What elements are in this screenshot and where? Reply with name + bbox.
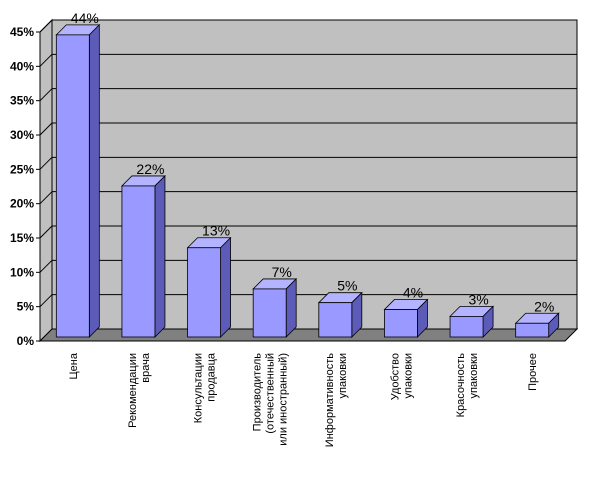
x-tick-label: Информативность — [324, 353, 336, 447]
x-label-group: Рекомендации врача — [127, 352, 152, 428]
y-tick-label: 25% — [10, 162, 34, 176]
bar — [252, 288, 287, 338]
bar — [515, 322, 550, 338]
x-tick-label: упаковки — [402, 353, 414, 398]
y-tick-label: 40% — [10, 59, 34, 73]
x-label-group: Производитель (отечественный или иностранн… — [252, 353, 290, 446]
x-label-group: Удобство упаковки — [389, 353, 414, 400]
bar-side — [154, 174, 166, 338]
bar — [121, 185, 156, 338]
data-label: 44% — [71, 10, 99, 26]
gridline-depth — [39, 259, 53, 273]
gridline-depth — [39, 53, 53, 67]
gridline-depth — [39, 191, 53, 205]
x-tick-label: Прочее — [527, 353, 539, 391]
bars — [55, 23, 560, 338]
y-tick-label: 5% — [17, 300, 35, 314]
x-label-group: Прочее — [527, 353, 539, 391]
gridline-depth — [39, 156, 53, 170]
x-tick-label: Красочность — [455, 353, 467, 418]
bar-side — [220, 236, 231, 338]
bar — [384, 309, 418, 338]
floor — [38, 328, 579, 342]
y-tick-label: 20% — [10, 197, 34, 211]
x-axis-labels: Цена Рекомендации врача Консультации продавц… — [68, 352, 539, 447]
y-axis-ticks: 0% 5% 10% 15% 20% 25% 30% 35% 40% 45% — [10, 25, 565, 348]
gridline-depth — [39, 122, 53, 136]
gridline-depth — [39, 294, 53, 308]
bar — [318, 302, 353, 338]
bar — [449, 315, 484, 338]
x-tick-label: врача — [140, 352, 152, 383]
chart-walls — [38, 18, 579, 343]
x-tick-label: упаковки — [337, 353, 349, 398]
bar-side — [88, 23, 100, 338]
gridline-depth — [39, 19, 53, 33]
x-label-group: Консультации продавца — [193, 352, 218, 423]
data-label: 13% — [202, 223, 230, 239]
gridline-depth — [39, 88, 53, 102]
data-label: 4% — [403, 285, 423, 301]
x-tick-label: или иностранный) — [278, 353, 290, 446]
data-label: 22% — [136, 161, 164, 177]
x-label-group: Информативность упаковки — [324, 353, 349, 447]
y-tick-label: 10% — [10, 265, 34, 279]
y-tick-label: 35% — [10, 94, 34, 108]
x-tick-label: Консультации — [193, 353, 205, 423]
x-tick-label: продавца — [206, 352, 218, 402]
x-tick-label: Удобство — [389, 353, 401, 400]
bar-side — [285, 277, 297, 338]
x-label-group: Цена — [68, 352, 80, 379]
data-label: 5% — [337, 278, 357, 294]
y-tick-label: 0% — [17, 334, 35, 348]
y-tick-label: 45% — [10, 25, 34, 39]
gridline-depth — [39, 225, 53, 239]
y-tick-label: 15% — [10, 231, 34, 245]
data-label: 2% — [534, 298, 554, 314]
x-tick-label: Цена — [68, 352, 80, 379]
x-tick-label: Производитель — [252, 353, 264, 432]
x-tick-label: Рекомендации — [127, 353, 139, 428]
y-tick-label: 30% — [10, 128, 34, 142]
side-wall — [39, 18, 53, 343]
x-label-group: Красочность упаковки — [455, 353, 480, 418]
data-label: 7% — [272, 264, 292, 280]
x-tick-label: упаковки — [468, 353, 480, 398]
data-labels: 44% 22% 13% 7% 5% 4% 3% 2% — [71, 10, 555, 314]
x-tick-label: (отечественный — [265, 353, 277, 434]
bar — [187, 247, 221, 338]
data-label: 3% — [468, 291, 488, 307]
bar — [55, 34, 90, 338]
